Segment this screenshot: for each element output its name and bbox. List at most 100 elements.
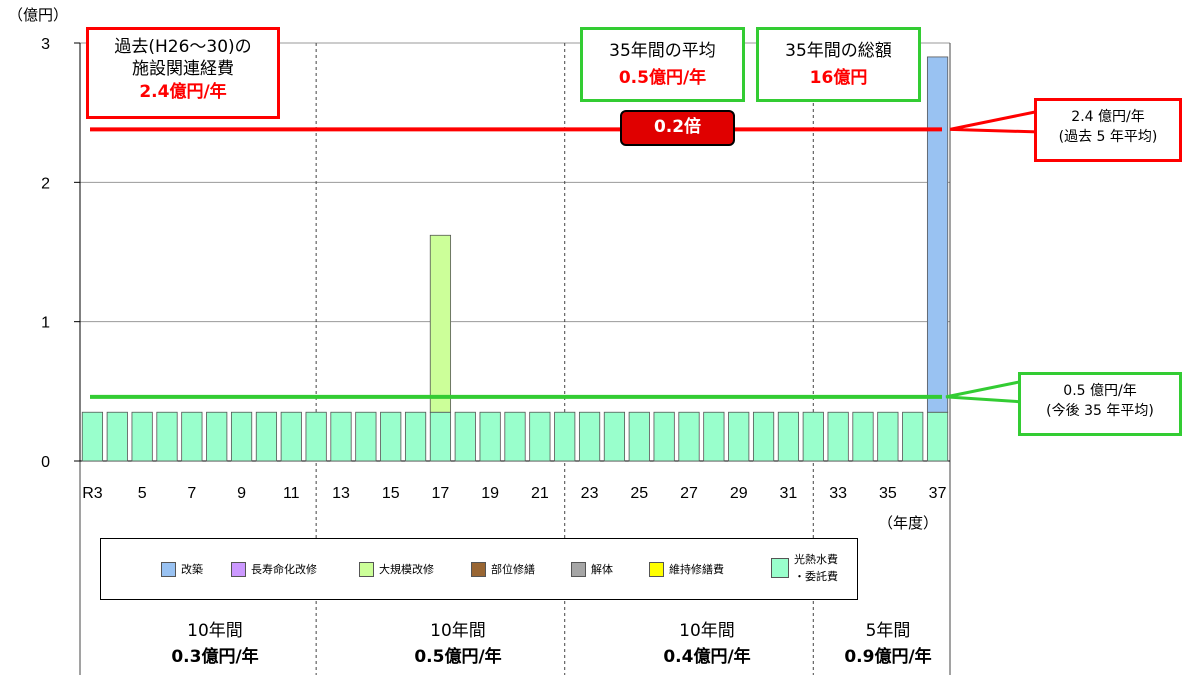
period-4: 5年間 0.9億円/年 <box>823 618 953 670</box>
average-callout: 35年間の平均 0.5億円/年 <box>580 27 745 102</box>
x-tick-label: 11 <box>283 485 300 502</box>
past-box-line1: 過去(H26～30)の <box>114 37 252 57</box>
bar-segment <box>777 411 800 462</box>
average-title: 35年間の平均 <box>609 41 716 61</box>
x-tick-label: 27 <box>680 485 698 502</box>
ratio-badge: 0.2倍 <box>620 110 735 146</box>
bar-segment <box>902 411 924 462</box>
legend-item-bui: 部位修繕 <box>471 561 535 577</box>
bar-segment <box>355 411 377 462</box>
bar-segment <box>728 411 750 462</box>
bar-segment <box>926 56 949 413</box>
past-average-line2: (過去 5 年平均) <box>1058 129 1158 145</box>
bar-segment <box>106 411 128 462</box>
legend-item-daikibo: 大規模改修 <box>359 561 434 577</box>
total-callout: 35年間の総額 16億円 <box>756 27 921 102</box>
legend-label-group: 光熱水費 ・委託費 <box>794 551 838 585</box>
legend: 改築 長寿命化改修 大規模改修 部位修繕 解体 維持修繕費 光熱水費 ・委託費 <box>100 538 858 600</box>
future-average-pointer <box>945 379 1026 404</box>
legend-swatch <box>161 561 176 577</box>
x-tick-label: 17 <box>432 485 450 502</box>
bar-segment <box>131 411 153 462</box>
legend-label: 大規模改修 <box>379 563 434 576</box>
period-value: 0.4億円/年 <box>663 647 751 667</box>
x-tick-label: 19 <box>481 485 499 502</box>
legend-item-konetsu: 光熱水費 ・委託費 <box>771 551 838 585</box>
legend-label: 長寿命化改修 <box>251 563 317 576</box>
period-length: 5年間 <box>865 621 911 641</box>
legend-label: 維持修繕費 <box>669 563 724 576</box>
y-tick-label: 2 <box>41 175 50 192</box>
bar-segment <box>504 411 526 462</box>
legend-label: 光熱水費 <box>794 553 838 566</box>
bar-segment <box>280 411 302 462</box>
x-tick-label: 31 <box>780 485 798 502</box>
legend-label: 解体 <box>591 563 613 576</box>
past-expense-callout: 過去(H26～30)の 施設関連経費 2.4億円/年 <box>86 27 280 119</box>
period-length: 10年間 <box>187 621 243 641</box>
bar-segment <box>827 411 849 462</box>
period-3: 10年間 0.4億円/年 <box>612 618 802 670</box>
legend-item-kaichiku: 改築 <box>161 561 203 577</box>
period-value: 0.5億円/年 <box>414 647 502 667</box>
total-value: 16億円 <box>809 68 868 88</box>
bar-segment <box>479 411 501 462</box>
x-tick-label: 7 <box>187 485 196 502</box>
x-tick-label: 35 <box>879 485 897 502</box>
legend-item-chojumyo: 長寿命化改修 <box>231 561 317 577</box>
y-tick-label: 0 <box>41 454 50 471</box>
legend-swatch <box>359 561 374 577</box>
bar-segment <box>206 411 228 462</box>
bar-segment <box>181 411 203 462</box>
period-value: 0.9億円/年 <box>844 647 932 667</box>
past-average-line1: 2.4 億円/年 <box>1071 109 1145 125</box>
bar-segment <box>554 411 576 462</box>
bar-segment <box>703 411 725 462</box>
y-tick-label: 3 <box>41 36 50 53</box>
x-tick-label: 33 <box>829 485 847 502</box>
x-axis-unit: （年度） <box>878 514 939 532</box>
x-tick-label: 25 <box>630 485 648 502</box>
total-title: 35年間の総額 <box>785 41 892 61</box>
legend-swatch <box>771 558 789 578</box>
bar-segment <box>877 411 899 462</box>
bar-segment <box>429 234 452 413</box>
bar-segment <box>230 411 253 462</box>
average-value: 0.5億円/年 <box>618 68 707 88</box>
legend-swatch <box>571 561 586 577</box>
legend-swatch <box>649 561 664 577</box>
bar-segment <box>852 411 874 462</box>
x-tick-label: 29 <box>730 485 748 502</box>
legend-item-kaitai: 解体 <box>571 561 613 577</box>
legend-swatch <box>231 561 246 577</box>
y-tick-label: 1 <box>41 315 50 332</box>
bar-segment <box>678 411 700 462</box>
bar-segment <box>529 411 551 462</box>
bar-segment <box>330 411 352 462</box>
bar-segment <box>81 411 104 462</box>
future-average-line2: (今後 35 年平均) <box>1046 403 1154 419</box>
period-length: 10年間 <box>430 621 486 641</box>
bar-segment <box>752 411 775 462</box>
legend-swatch <box>471 561 486 577</box>
x-tick-label: 15 <box>382 485 400 502</box>
legend-label: 改築 <box>181 563 203 576</box>
x-tick-label: 5 <box>138 485 147 502</box>
bar-segment <box>926 411 949 462</box>
past-box-value: 2.4億円/年 <box>139 82 227 102</box>
x-tick-label: 9 <box>237 485 246 502</box>
x-tick-label: R3 <box>82 485 103 502</box>
bar-segment <box>305 411 327 462</box>
bar-segment <box>255 411 278 462</box>
legend-item-iji: 維持修繕費 <box>649 561 724 577</box>
period-length: 10年間 <box>679 621 735 641</box>
bar-segment <box>404 411 427 462</box>
past-average-label: 2.4 億円/年 (過去 5 年平均) <box>1034 98 1182 162</box>
x-tick-label: 13 <box>332 485 350 502</box>
future-average-label: 0.5 億円/年 (今後 35 年平均) <box>1018 372 1182 436</box>
legend-label-sub: ・委託費 <box>794 570 838 583</box>
x-tick-label: 37 <box>929 485 947 502</box>
bar-segment <box>802 411 824 462</box>
past-box-line2: 施設関連経費 <box>132 59 234 79</box>
